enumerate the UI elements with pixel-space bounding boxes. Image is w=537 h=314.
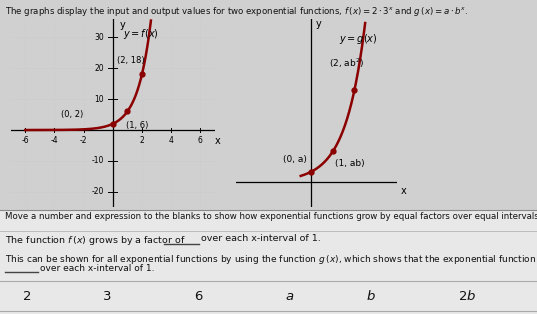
Text: The graphs display the input and output values for two exponential functions, $f: The graphs display the input and output … <box>5 5 469 18</box>
Text: 3: 3 <box>103 290 112 303</box>
Text: 6: 6 <box>198 136 202 145</box>
Text: (0, 2): (0, 2) <box>61 110 84 119</box>
Text: Move a number and expression to the blanks to show how exponential functions gro: Move a number and expression to the blan… <box>5 212 537 221</box>
Text: y: y <box>316 19 322 29</box>
Text: 30: 30 <box>95 33 104 42</box>
Text: 2: 2 <box>23 290 31 303</box>
Text: -6: -6 <box>21 136 29 145</box>
Text: -10: -10 <box>92 156 104 165</box>
Text: x: x <box>401 186 407 196</box>
Text: $y = g(x)$: $y = g(x)$ <box>339 32 378 46</box>
Text: (1, ab): (1, ab) <box>335 159 365 168</box>
Text: This can be shown for all exponential functions by using the function $g\,(x)$, : This can be shown for all exponential fu… <box>5 253 537 266</box>
Text: -2: -2 <box>80 136 88 145</box>
Text: $y = f(x)$: $y = f(x)$ <box>123 27 159 41</box>
Text: $b$: $b$ <box>366 289 375 303</box>
Text: (0, a): (0, a) <box>284 155 307 164</box>
Text: 10: 10 <box>95 95 104 104</box>
Text: 20: 20 <box>95 64 104 73</box>
Text: $2b$: $2b$ <box>458 289 476 303</box>
Text: (2, ab$^2$): (2, ab$^2$) <box>329 56 364 70</box>
Text: (1, 6): (1, 6) <box>126 121 148 130</box>
Text: y: y <box>120 20 126 30</box>
Text: 2: 2 <box>140 136 144 145</box>
Text: x: x <box>215 136 221 146</box>
Text: -20: -20 <box>92 187 104 196</box>
Text: (2, 18): (2, 18) <box>117 56 145 65</box>
Text: The function $f\,(x)$ grows by a factor of: The function $f\,(x)$ grows by a factor … <box>5 234 186 247</box>
Text: 4: 4 <box>169 136 173 145</box>
Text: 6: 6 <box>194 290 203 303</box>
Text: over each x-interval of 1.: over each x-interval of 1. <box>201 234 321 243</box>
Text: $a$: $a$ <box>285 290 295 303</box>
Text: -4: -4 <box>50 136 59 145</box>
Text: over each x-interval of 1.: over each x-interval of 1. <box>40 264 155 273</box>
